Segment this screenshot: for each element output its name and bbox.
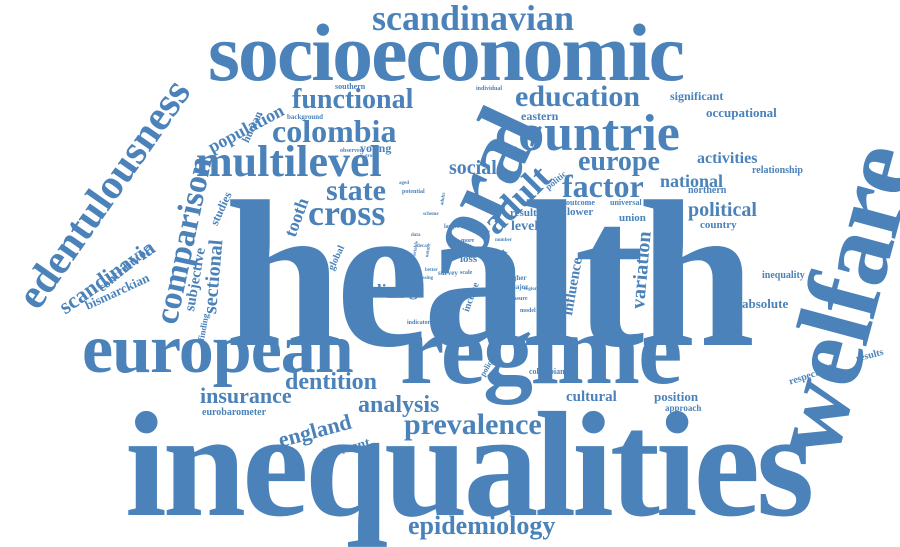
word-inequalities: inequalities — [125, 382, 814, 547]
word-political: political — [688, 199, 757, 221]
word-education: education — [515, 80, 641, 113]
word-matter: matter — [387, 294, 405, 300]
word-more: more — [461, 238, 475, 244]
word-position: position — [654, 389, 699, 404]
word-result: result — [510, 207, 537, 219]
word-occupational: occupational — [706, 105, 777, 120]
word-colombia: colombia — [272, 113, 397, 149]
word-level: level — [511, 219, 539, 234]
word-background: background — [287, 113, 324, 121]
word-lower: lower — [567, 206, 594, 218]
word-data: data — [411, 233, 421, 238]
word-potential: potential — [402, 189, 425, 195]
word-relationship: relationship — [752, 165, 803, 176]
word-approach: approach — [665, 403, 702, 413]
word-southern: southern — [335, 82, 366, 91]
word-countrie: countrie — [495, 105, 680, 162]
word-sample: sample — [456, 244, 471, 249]
word-socioeconomic: socioeconomic — [208, 7, 685, 98]
word-larger: larger — [444, 224, 460, 230]
word-observed: observed — [340, 148, 363, 154]
word-major: major — [510, 283, 529, 291]
word-scheme: scheme — [423, 212, 439, 217]
word-significant: significant — [670, 89, 724, 103]
word-national: national — [660, 171, 724, 191]
word-social: social — [449, 157, 497, 179]
word-missing: missing — [417, 276, 434, 281]
word-aged: aged — [399, 181, 409, 186]
word-individual: individual — [476, 86, 503, 92]
word-dentition: dentition — [285, 369, 378, 395]
word-state: state — [326, 174, 386, 207]
word-outcome: outcome — [566, 198, 595, 207]
word-regime: regime — [400, 294, 682, 405]
word-eastern: eastern — [521, 109, 559, 123]
word-higher: higher — [507, 274, 527, 282]
word-multilevel: multilevel — [196, 137, 382, 186]
word-scale: scale — [460, 270, 473, 276]
word-cross: cross — [308, 193, 386, 233]
word-prevalence: prevalence — [404, 408, 542, 441]
word-group: group — [365, 154, 378, 159]
word-absolute: absolute — [742, 296, 789, 311]
word-country: country — [700, 219, 737, 231]
word-decay: decay — [417, 244, 430, 249]
word-union: union — [619, 212, 646, 224]
word-young: young — [360, 141, 392, 155]
word-stage: stage — [479, 230, 490, 235]
word-european: european — [82, 311, 354, 388]
word-better: better — [425, 268, 438, 273]
word-factor: factor — [562, 168, 644, 204]
word-cultural: cultural — [566, 389, 617, 405]
word-europe: europe — [578, 146, 660, 177]
word-activities: activities — [697, 150, 758, 167]
word-regions: regions — [524, 287, 540, 292]
word-functional: functional — [292, 84, 414, 115]
word-epidemiology: epidemiology — [408, 511, 556, 540]
word-eurobarometer: eurobarometer — [202, 407, 267, 418]
word-measure: measure — [506, 296, 528, 302]
word-health: health — [225, 159, 755, 391]
word-universal: universal — [610, 198, 642, 207]
word-analysis: analysis — [358, 392, 440, 418]
word-model: model — [520, 308, 536, 314]
word-indicator: indicator — [407, 320, 431, 326]
word-living: living — [377, 281, 418, 300]
word-survey: survey — [438, 269, 458, 277]
word-inequality: inequality — [762, 270, 805, 281]
word-scandinavian: scandinavian — [372, 0, 575, 38]
word-colombian: colombian — [529, 367, 565, 376]
word-insurance: insurance — [200, 383, 292, 408]
word-number: number — [495, 238, 512, 243]
word-across: across — [395, 268, 409, 273]
word-loss: loss — [460, 253, 478, 265]
word-northern: northern — [688, 185, 727, 196]
